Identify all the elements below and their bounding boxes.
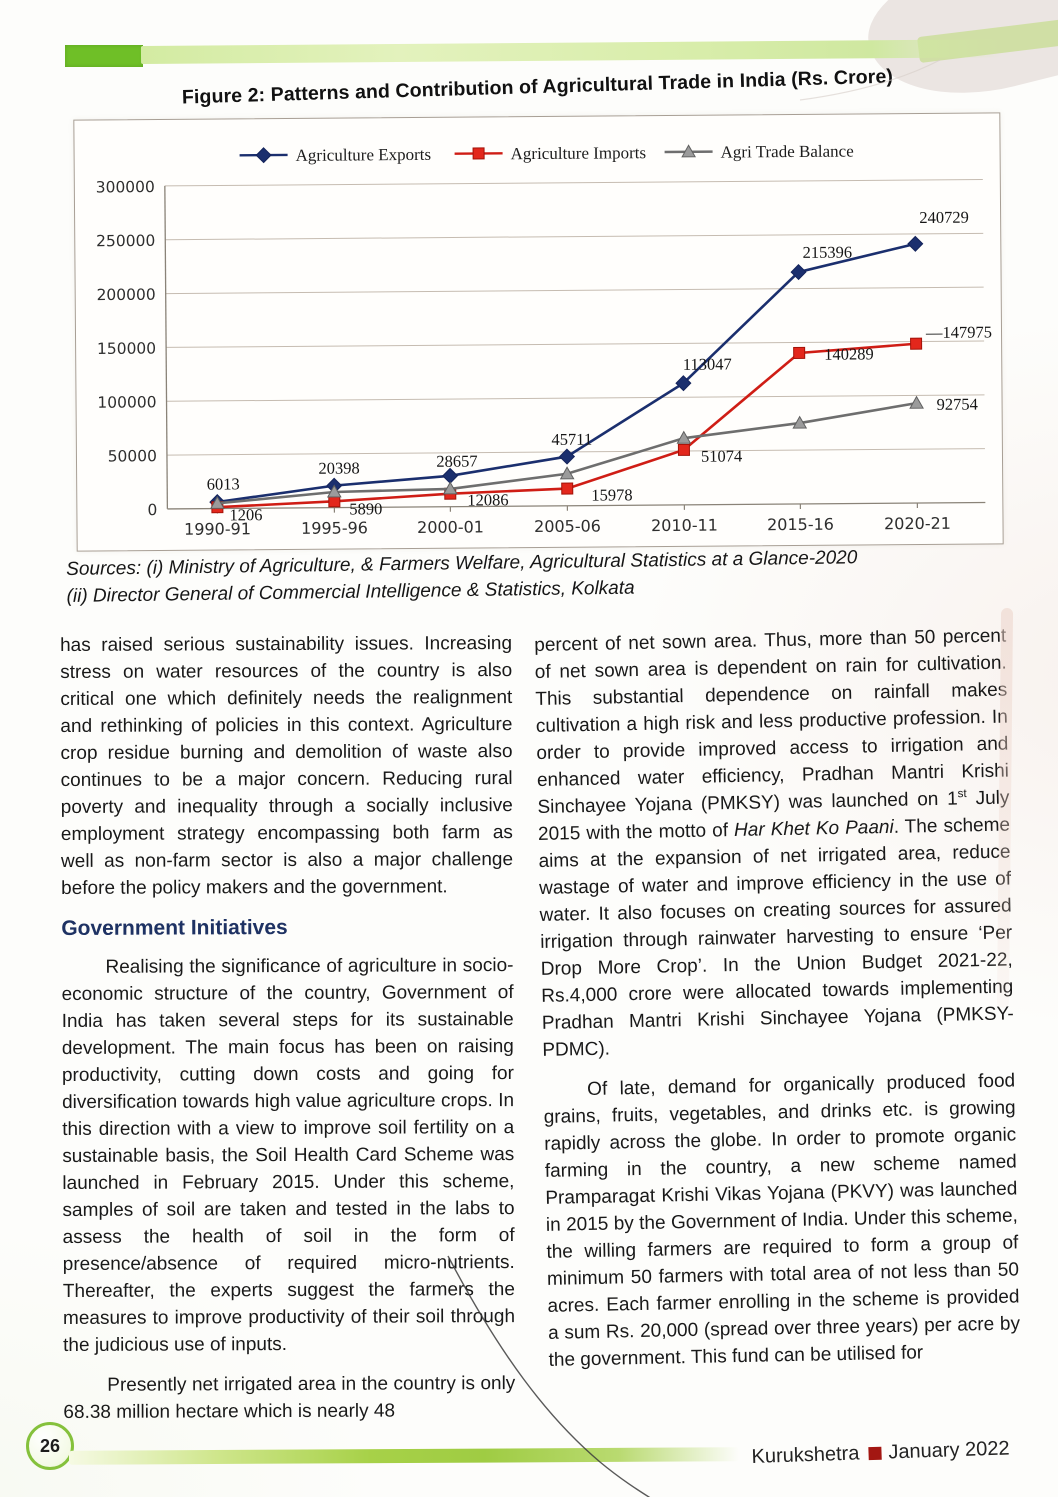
data-point-marker bbox=[561, 482, 574, 495]
journal-name: Kurukshetra bbox=[751, 1442, 860, 1469]
footer-journal-line: Kurukshetra January 2022 bbox=[751, 1437, 1032, 1469]
data-point-marker bbox=[675, 375, 692, 392]
trade-chart: 0 50000 100000 150000 200000 250000 300000 1990… bbox=[73, 112, 1004, 552]
data-label: 215396 bbox=[803, 243, 853, 262]
legend-label: Agriculture Imports bbox=[511, 143, 647, 163]
data-label: 45711 bbox=[551, 430, 592, 449]
data-point-marker bbox=[210, 495, 225, 509]
data-label: 15978 bbox=[591, 485, 632, 504]
text-segment: . The scheme aims at the expansion of ne… bbox=[538, 814, 1014, 1061]
data-label: 1206 bbox=[229, 505, 262, 524]
issue-date: January 2022 bbox=[888, 1437, 1010, 1464]
paragraph-government-steps: Realising the significance of agricultur… bbox=[61, 955, 516, 1356]
data-point-marker bbox=[792, 415, 808, 429]
footer-green-bar bbox=[68, 1447, 740, 1465]
data-label: —147975 bbox=[925, 322, 992, 342]
legend-label: Agriculture Exports bbox=[296, 145, 432, 165]
data-point-marker bbox=[559, 466, 575, 480]
header-green-accent bbox=[65, 45, 143, 67]
data-point-marker bbox=[442, 467, 459, 484]
legend-marker-square bbox=[472, 147, 485, 160]
x-axis-tick-label: 2010-11 bbox=[651, 516, 718, 536]
y-axis-tick-label: 300000 bbox=[96, 178, 155, 196]
data-label: 140289 bbox=[824, 344, 874, 363]
data-point-marker bbox=[907, 235, 924, 252]
data-label: 113047 bbox=[683, 354, 732, 373]
paragraph-pkvy: Of late, demand for organically produced… bbox=[543, 1070, 1021, 1371]
x-axis-tick-label: 2005-06 bbox=[534, 517, 601, 537]
text-segment: Har Khet Ko Paani bbox=[733, 816, 894, 842]
y-axis-tick-label: 200000 bbox=[96, 286, 155, 304]
y-axis-tick-label: 250000 bbox=[96, 232, 155, 250]
data-point-marker bbox=[790, 263, 807, 281]
data-point-marker bbox=[326, 484, 342, 498]
chart-sources: Sources: (i) Ministry of Agriculture, & … bbox=[66, 542, 997, 610]
section-heading-government-initiatives: Government Initiatives bbox=[61, 916, 288, 940]
y-axis-line bbox=[164, 185, 169, 509]
x-axis-tick-label: 1990-91 bbox=[184, 519, 251, 539]
data-point-marker bbox=[558, 448, 576, 465]
data-point-marker bbox=[442, 481, 458, 495]
x-axis-tick-label: 1995-96 bbox=[301, 518, 368, 538]
text-segment: percent of net sown area. Thus, more tha… bbox=[534, 625, 1010, 818]
y-axis-tick-label: 0 bbox=[147, 501, 157, 519]
body-column-right: percent of net sown area. Thus, more tha… bbox=[534, 623, 1021, 1387]
x-axis-line bbox=[167, 501, 986, 510]
scan-corner-blob bbox=[855, 0, 1058, 118]
y-axis-tick-label: 50000 bbox=[108, 447, 157, 465]
data-point-marker bbox=[677, 443, 690, 456]
data-label: 12086 bbox=[467, 490, 508, 509]
chart-gridline bbox=[165, 286, 984, 295]
data-label: 5890 bbox=[349, 499, 382, 518]
y-axis-tick-label: 100000 bbox=[97, 393, 156, 411]
chart-gridline bbox=[165, 232, 984, 241]
data-point-marker bbox=[909, 395, 924, 409]
footer-square-icon bbox=[868, 1446, 882, 1461]
chart-gridline bbox=[166, 394, 985, 402]
legend-label: Agri Trade Balance bbox=[721, 142, 854, 162]
data-label: 6013 bbox=[207, 474, 240, 493]
body-column-left: has raised serious sustainability issues… bbox=[60, 630, 516, 1439]
chart-gridline bbox=[166, 340, 985, 348]
data-point-marker bbox=[676, 430, 692, 444]
y-axis-tick-label: 150000 bbox=[97, 340, 156, 358]
trade-chart-svg: 0 50000 100000 150000 200000 250000 300000 1990… bbox=[96, 142, 992, 539]
paragraph-net-irrigated-area: Presently net irrigated area in the coun… bbox=[63, 1373, 516, 1423]
header-green-bar bbox=[140, 39, 1002, 64]
data-label: 28657 bbox=[436, 451, 477, 470]
x-axis-tick-label: 2015-16 bbox=[767, 515, 834, 535]
data-label: 92754 bbox=[937, 395, 978, 414]
paragraph-pmksy: percent of net sown area. Thus, more tha… bbox=[534, 623, 1015, 1064]
data-point-marker bbox=[793, 346, 806, 359]
data-label: 51074 bbox=[701, 446, 742, 465]
paragraph-sustainability: has raised serious sustainability issues… bbox=[60, 633, 514, 899]
page-number: 26 bbox=[39, 1435, 61, 1456]
chart-gridline bbox=[164, 179, 983, 187]
figure-title: Figure 2: Patterns and Contribution of A… bbox=[181, 65, 894, 109]
page-number-badge: 26 bbox=[26, 1422, 74, 1470]
legend-marker-diamond bbox=[255, 147, 272, 164]
legend-marker-triangle bbox=[681, 144, 696, 158]
data-label: 20398 bbox=[318, 458, 359, 477]
data-label: 240729 bbox=[919, 208, 969, 227]
data-point-marker bbox=[910, 337, 923, 350]
x-axis-tick-label: 2020-21 bbox=[884, 514, 951, 534]
x-axis-tick-label: 2000-01 bbox=[417, 517, 484, 537]
